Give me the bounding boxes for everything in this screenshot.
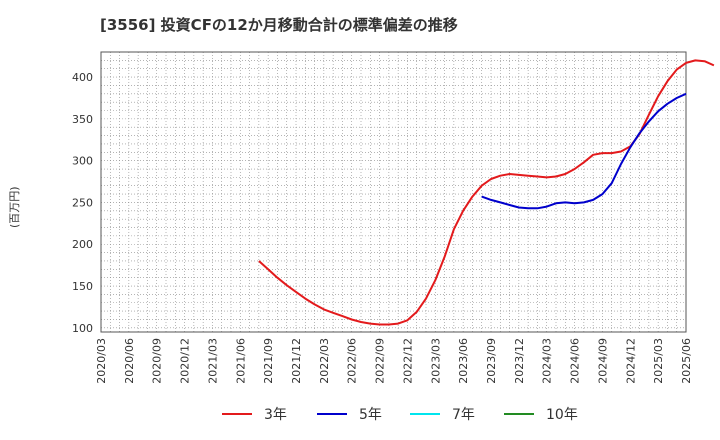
series-line-1 — [481, 92, 687, 210]
x-tick-label: 2021/06 — [234, 338, 247, 384]
y-tick-label: 200 — [72, 238, 93, 251]
x-tick-label: 2023/06 — [457, 338, 470, 384]
x-tick-label: 2022/12 — [401, 338, 414, 384]
x-tick-label: 2021/03 — [206, 338, 219, 384]
plot-frame — [100, 51, 687, 333]
x-tick-label: 2024/03 — [541, 338, 554, 384]
y-tick-label: 100 — [72, 322, 93, 335]
grid — [100, 52, 687, 332]
y-tick-label: 150 — [72, 280, 93, 293]
y-tick-label: 350 — [72, 113, 93, 126]
y-tick-label: 250 — [72, 196, 93, 209]
x-tick-label: 2024/06 — [569, 338, 582, 384]
x-tick-label: 2025/03 — [652, 338, 665, 384]
legend-label-2: 7年 — [452, 407, 475, 423]
x-tick-label: 2020/03 — [95, 338, 108, 384]
x-tick-label: 2023/03 — [429, 338, 442, 384]
x-tick-label: 2021/09 — [262, 338, 275, 384]
y-tick-label: 300 — [72, 155, 93, 168]
x-tick-label: 2020/09 — [151, 338, 164, 384]
legend-label-3: 10年 — [546, 407, 578, 423]
x-tick-label: 2020/06 — [123, 338, 136, 384]
y-tick-labels: 100 150 200 250 300 350 400 — [72, 71, 93, 335]
x-tick-label: 2023/09 — [485, 338, 498, 384]
x-tick-label: 2024/12 — [624, 338, 637, 384]
series-lines — [258, 59, 715, 326]
series-line-0 — [258, 59, 715, 326]
x-tick-label: 2022/06 — [346, 338, 359, 384]
legend-label-0: 3年 — [264, 407, 287, 423]
x-tick-label: 2022/09 — [374, 338, 387, 384]
legend: 3年 5年 7年 10年 — [222, 407, 578, 423]
chart-title: [3556] 投資CFの12か月移動合計の標準偏差の推移 — [100, 16, 458, 34]
x-tick-label: 2024/09 — [596, 338, 609, 384]
y-tick-label: 400 — [72, 71, 93, 84]
x-tick-label: 2025/06 — [680, 338, 693, 384]
x-tick-label: 2023/12 — [513, 338, 526, 384]
x-tick-label: 2022/03 — [318, 338, 331, 384]
legend-label-1: 5年 — [359, 407, 382, 423]
x-tick-label: 2020/12 — [179, 338, 192, 384]
x-tick-labels: 2020/03 2020/06 2020/09 2020/12 2021/03 2021/… — [95, 338, 693, 384]
x-tick-label: 2021/12 — [290, 338, 303, 384]
